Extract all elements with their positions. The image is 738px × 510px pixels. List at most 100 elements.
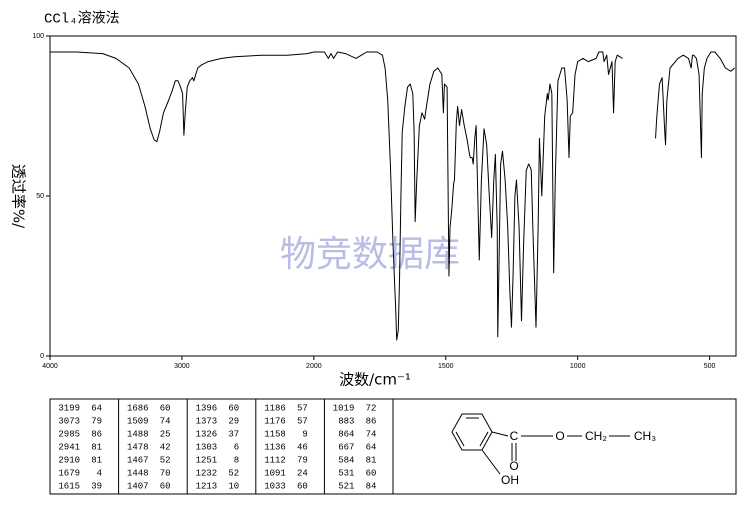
peak-wavenumber: 531 bbox=[338, 468, 354, 478]
peak-wavenumber: 1509 bbox=[127, 416, 149, 426]
ring-double-bond bbox=[455, 431, 465, 447]
peak-wavenumber: 1615 bbox=[58, 481, 80, 491]
bond bbox=[481, 449, 501, 475]
peak-wavenumber: 1679 bbox=[58, 468, 80, 478]
peak-wavenumber: 1186 bbox=[264, 403, 286, 413]
peak-transmittance: 70 bbox=[160, 468, 171, 478]
peak-transmittance: 10 bbox=[228, 481, 239, 491]
peak-transmittance: 57 bbox=[297, 403, 308, 413]
peak-transmittance: 37 bbox=[228, 429, 239, 439]
peak-wavenumber: 1019 bbox=[333, 403, 355, 413]
atom-label: CH₃ bbox=[634, 429, 656, 443]
peak-wavenumber: 1158 bbox=[264, 429, 286, 439]
peak-wavenumber: 3199 bbox=[58, 403, 80, 413]
peak-wavenumber: 521 bbox=[338, 481, 354, 491]
peak-wavenumber: 1326 bbox=[196, 429, 218, 439]
atom-label: OH bbox=[501, 473, 519, 487]
peak-transmittance: 86 bbox=[366, 416, 377, 426]
peak-wavenumber: 1467 bbox=[127, 455, 149, 465]
peak-transmittance: 24 bbox=[297, 468, 308, 478]
peak-transmittance: 60 bbox=[228, 403, 239, 413]
peak-transmittance: 52 bbox=[160, 455, 171, 465]
peak-wavenumber: 1303 bbox=[196, 442, 218, 452]
peak-wavenumber: 1448 bbox=[127, 468, 149, 478]
peak-transmittance: 60 bbox=[366, 468, 377, 478]
peak-wavenumber: 1686 bbox=[127, 403, 149, 413]
atom-label: O bbox=[555, 429, 564, 443]
structure-bonds bbox=[451, 413, 630, 475]
peak-wavenumber: 864 bbox=[338, 429, 354, 439]
peak-wavenumber: 2985 bbox=[58, 429, 80, 439]
peak-transmittance: 81 bbox=[91, 442, 102, 452]
ring-double-bond bbox=[479, 431, 489, 447]
benzene-ring bbox=[451, 413, 493, 451]
peak-wavenumber: 1251 bbox=[196, 455, 218, 465]
peak-wavenumber: 1033 bbox=[264, 481, 286, 491]
peak-wavenumber: 1112 bbox=[264, 455, 286, 465]
peak-transmittance: 74 bbox=[160, 416, 171, 426]
peak-transmittance: 86 bbox=[91, 429, 102, 439]
peak-wavenumber: 2910 bbox=[58, 455, 80, 465]
peak-transmittance: 8 bbox=[234, 455, 239, 465]
structure-frame bbox=[392, 398, 737, 495]
peak-transmittance: 60 bbox=[160, 403, 171, 413]
peak-transmittance: 79 bbox=[297, 455, 308, 465]
y-tick-label: 0 bbox=[40, 353, 44, 360]
peak-wavenumber: 1478 bbox=[127, 442, 149, 452]
peak-wavenumber: 584 bbox=[338, 455, 354, 465]
y-tick-label: 50 bbox=[36, 193, 44, 200]
bond bbox=[491, 431, 509, 437]
peak-transmittance: 46 bbox=[297, 442, 308, 452]
peak-transmittance: 4 bbox=[97, 468, 102, 478]
peak-wavenumber: 883 bbox=[338, 416, 354, 426]
peak-transmittance: 42 bbox=[160, 442, 171, 452]
x-tick-label: 2000 bbox=[306, 363, 322, 370]
atom-label: C bbox=[510, 429, 519, 443]
peak-wavenumber: 1176 bbox=[264, 416, 286, 426]
x-tick-label: 1000 bbox=[570, 363, 586, 370]
peak-wavenumber: 1232 bbox=[196, 468, 218, 478]
atom-label: CH₂ bbox=[585, 429, 607, 443]
peak-transmittance: 29 bbox=[228, 416, 239, 426]
x-tick-label: 500 bbox=[704, 363, 716, 370]
peak-transmittance: 52 bbox=[228, 468, 239, 478]
atom-label: O bbox=[509, 459, 518, 473]
peak-transmittance: 57 bbox=[297, 416, 308, 426]
y-tick-label: 100 bbox=[32, 33, 44, 40]
peak-transmittance: 84 bbox=[366, 481, 377, 491]
plot-frame bbox=[49, 35, 737, 357]
peak-wavenumber: 1488 bbox=[127, 429, 149, 439]
chart-title: CCl₄溶液法 bbox=[44, 11, 120, 28]
x-tick-label: 3000 bbox=[174, 363, 190, 370]
peak-wavenumber: 1213 bbox=[196, 481, 218, 491]
peak-transmittance: 39 bbox=[91, 481, 102, 491]
peak-transmittance: 25 bbox=[160, 429, 171, 439]
peak-wavenumber: 1091 bbox=[264, 468, 286, 478]
x-tick-label: 4000 bbox=[42, 363, 58, 370]
peak-transmittance: 64 bbox=[366, 442, 377, 452]
peak-transmittance: 9 bbox=[302, 429, 307, 439]
x-axis-label: 波数/cm⁻¹ bbox=[339, 371, 411, 389]
peak-transmittance: 6 bbox=[234, 442, 239, 452]
peak-wavenumber: 1407 bbox=[127, 481, 149, 491]
peak-transmittance: 64 bbox=[91, 403, 102, 413]
peak-transmittance: 72 bbox=[366, 403, 377, 413]
peak-wavenumber: 3073 bbox=[58, 416, 80, 426]
peak-transmittance: 81 bbox=[366, 455, 377, 465]
x-tick-label: 1500 bbox=[438, 363, 454, 370]
y-axis-label: 透过率%/ bbox=[10, 164, 28, 229]
peak-wavenumber: 667 bbox=[338, 442, 354, 452]
peak-wavenumber: 1396 bbox=[196, 403, 218, 413]
spectrum-line bbox=[50, 51, 735, 341]
peak-wavenumber: 1373 bbox=[196, 416, 218, 426]
peak-transmittance: 81 bbox=[91, 455, 102, 465]
peak-transmittance: 60 bbox=[160, 481, 171, 491]
watermark: 物竞数据库 bbox=[280, 234, 460, 275]
peak-transmittance: 60 bbox=[297, 481, 308, 491]
peak-transmittance: 74 bbox=[366, 429, 377, 439]
peak-wavenumber: 2941 bbox=[58, 442, 80, 452]
peak-transmittance: 79 bbox=[91, 416, 102, 426]
peak-wavenumber: 1136 bbox=[264, 442, 286, 452]
